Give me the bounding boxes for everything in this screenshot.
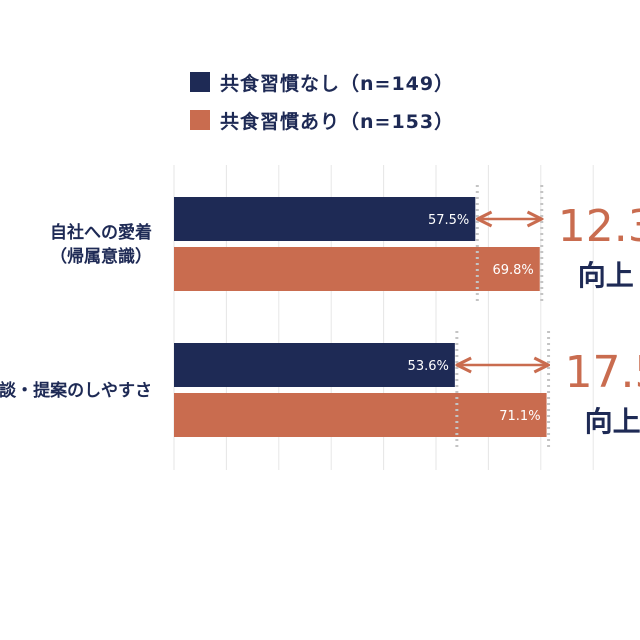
legend-item-series2: 共食習慣あり（n=153）: [190, 108, 455, 133]
bar: [174, 343, 455, 387]
legend-swatch-series1: [190, 72, 210, 92]
legend: 共食習慣なし（n=149） 共食習慣あり（n=153）: [190, 70, 454, 146]
legend-swatch-series2: [190, 110, 210, 130]
bar-value-label: 57.5%: [428, 213, 469, 228]
bar-value-label: 53.6%: [408, 359, 449, 374]
difference-value: 17.5: [565, 347, 640, 398]
bars: 自社への愛着 （帰属意識） 57.5% 69.8% 談・提案のしやすさ 53.6% 71.1…: [0, 197, 547, 437]
difference-label: 向上: [585, 405, 640, 438]
bar-value-label: 71.1%: [499, 409, 540, 424]
legend-label-series2: 共食習慣あり（n=153）: [220, 110, 455, 133]
bar-value-label: 69.8%: [492, 263, 533, 278]
category-label: 談・提案のしやすさ: [0, 380, 152, 401]
difference-value: 12.3: [558, 201, 640, 252]
legend-label-series1: 共食習慣なし（n=149）: [220, 72, 455, 95]
bar: [174, 393, 547, 437]
bar: [174, 197, 476, 241]
annotations: 12.3 向上 17.5 向上: [455, 185, 640, 449]
category-label: （帰属意識）: [50, 246, 152, 267]
legend-item-series1: 共食習慣なし（n=149）: [190, 70, 455, 95]
category-label: 自社への愛着: [50, 222, 152, 243]
difference-label: 向上: [578, 259, 634, 292]
bar: [174, 247, 540, 291]
